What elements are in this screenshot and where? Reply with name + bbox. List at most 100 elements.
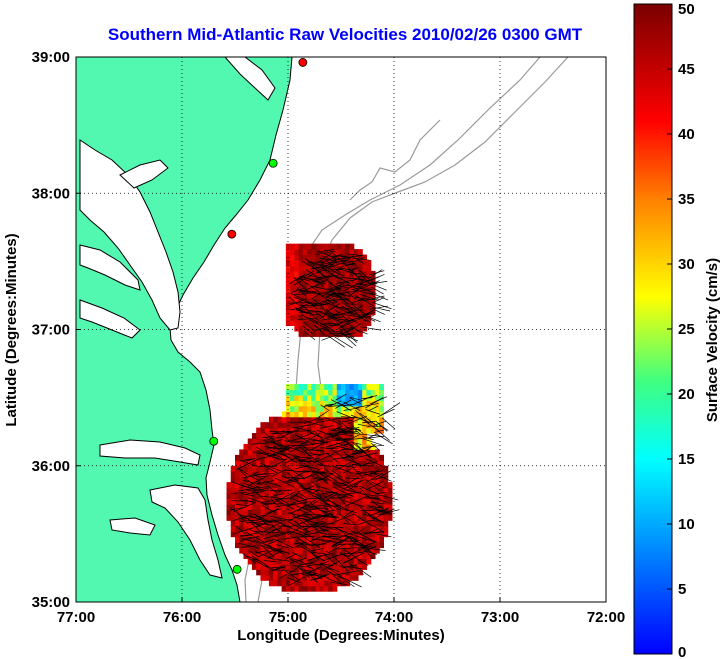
colorbar-tick-label: 40 — [678, 126, 695, 143]
velocity-cell — [260, 443, 266, 450]
velocity-vector — [297, 517, 317, 525]
velocity-vector — [377, 408, 395, 418]
velocity-cell — [311, 552, 317, 559]
velocity-cell — [243, 449, 249, 456]
velocity-cell — [319, 314, 325, 321]
velocity-cell — [332, 552, 338, 559]
velocity-cell — [290, 405, 295, 412]
velocity-cell — [370, 498, 376, 505]
velocity-vector — [327, 263, 340, 270]
velocity-cell — [281, 460, 287, 467]
velocity-cell — [353, 389, 359, 396]
velocity-cell — [268, 476, 274, 483]
velocity-cell — [341, 471, 346, 478]
velocity-cell — [315, 558, 321, 565]
velocity-cell — [353, 558, 359, 565]
velocity-vector — [262, 480, 282, 488]
velocity-cell — [247, 454, 253, 461]
velocity-cell — [264, 536, 270, 543]
velocity-cell — [311, 476, 317, 483]
velocity-cell — [285, 249, 291, 256]
velocity-cell — [353, 547, 359, 554]
velocity-vector — [364, 395, 378, 400]
velocity-cell — [247, 476, 253, 483]
velocity-cell — [362, 319, 368, 327]
velocity-cell — [374, 514, 380, 521]
velocity-vector — [239, 532, 260, 538]
velocity-cell — [387, 503, 393, 510]
velocity-vector — [237, 488, 253, 492]
velocity-cell — [311, 465, 317, 472]
velocity-cell — [324, 520, 329, 527]
velocity-vector — [326, 439, 341, 441]
velocity-cell — [307, 303, 312, 310]
velocity-vector — [324, 303, 340, 313]
velocity-cell — [298, 433, 304, 440]
velocity-cell — [349, 487, 355, 494]
velocity-cell — [374, 427, 380, 434]
velocity-cell — [277, 525, 283, 532]
velocity-vector — [281, 475, 294, 481]
velocity-vector — [313, 488, 322, 496]
velocity-vector — [335, 307, 356, 316]
velocity-vector — [261, 500, 274, 503]
velocity-cell — [315, 303, 321, 310]
velocity-vector — [257, 454, 276, 460]
velocity-vector — [255, 492, 265, 501]
velocity-cell — [294, 260, 300, 267]
velocity-cell — [277, 476, 283, 483]
velocity-cell — [260, 460, 266, 467]
velocity-cell — [277, 482, 283, 489]
colorbar-label: Surface Velocity (cm/s) — [704, 258, 721, 422]
velocity-cell — [353, 438, 359, 445]
velocity-cell — [324, 493, 329, 500]
velocity-cell — [324, 416, 329, 423]
velocity-cell — [324, 287, 329, 294]
velocity-cell — [226, 498, 232, 505]
velocity-vector — [340, 535, 361, 542]
velocity-vector — [325, 550, 339, 557]
velocity-cell — [315, 454, 321, 461]
velocity-cell — [315, 254, 321, 261]
velocity-vector — [328, 322, 340, 326]
velocity-cell — [315, 287, 321, 294]
velocity-cell — [294, 287, 300, 294]
velocity-vector — [264, 446, 288, 450]
velocity-cell — [268, 520, 274, 527]
velocity-cell — [362, 558, 368, 565]
velocity-cell — [349, 574, 355, 581]
velocity-vector — [340, 576, 362, 588]
velocity-cell — [273, 427, 278, 434]
velocity-cell — [307, 493, 312, 500]
velocity-vector — [309, 449, 326, 452]
velocity-vector — [320, 425, 334, 429]
velocity-vector — [322, 313, 336, 319]
velocity-cell — [311, 411, 317, 418]
velocity-cell — [226, 503, 232, 510]
velocity-vector — [371, 476, 389, 481]
colorbar-tick-label: 0 — [678, 644, 686, 659]
velocity-cell — [349, 525, 355, 532]
velocity-vectors — [229, 249, 401, 588]
velocity-cell — [357, 287, 363, 294]
velocity-vector — [326, 432, 347, 442]
velocity-cell — [285, 265, 291, 272]
velocity-cell — [370, 298, 376, 305]
velocity-cell — [319, 585, 325, 592]
velocity-vector — [276, 544, 289, 549]
velocity-cell — [324, 422, 329, 429]
velocity-cell — [311, 314, 317, 321]
velocity-cell — [256, 482, 262, 489]
velocity-cell — [298, 330, 304, 337]
velocity-vector — [343, 254, 355, 263]
velocity-vector — [298, 284, 318, 294]
velocity-cell — [302, 270, 308, 277]
velocity-cell — [349, 460, 355, 467]
velocity-cell — [311, 449, 317, 456]
velocity-cell — [273, 416, 278, 423]
velocity-cell — [247, 493, 253, 500]
velocity-vector — [289, 439, 308, 443]
velocity-cell — [298, 270, 304, 277]
velocity-cell — [332, 260, 338, 267]
velocity-cell — [298, 405, 304, 412]
